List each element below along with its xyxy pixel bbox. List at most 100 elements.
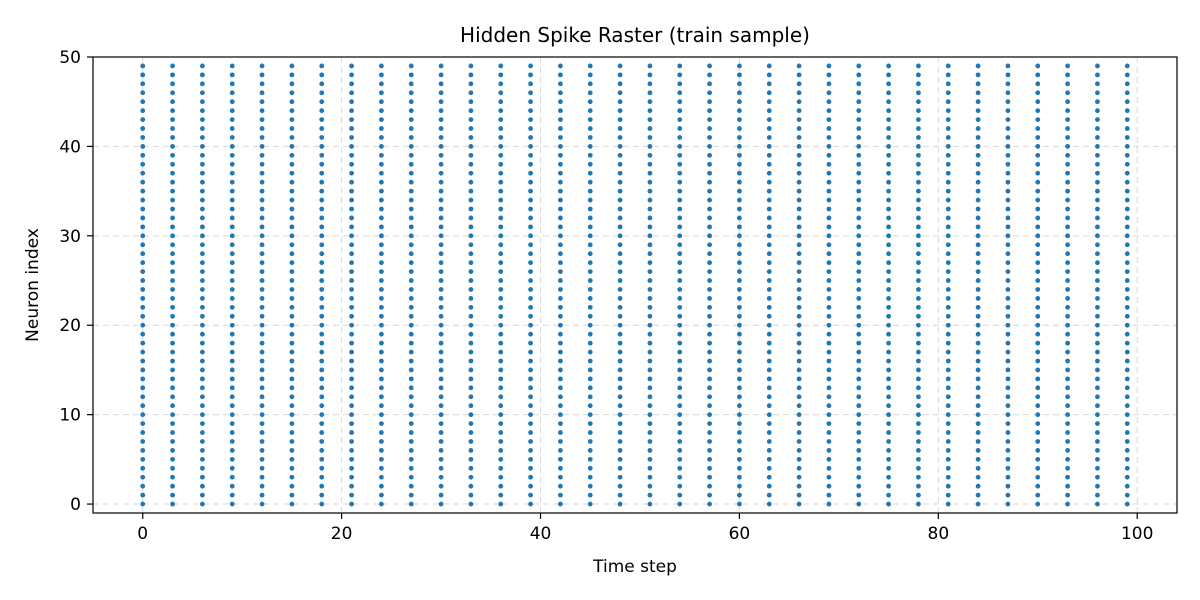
spike-point <box>379 170 384 176</box>
spike-point <box>140 331 146 337</box>
spike-point <box>1124 260 1130 266</box>
spike-point <box>916 448 921 453</box>
spike-point <box>528 474 533 480</box>
spike-point <box>319 501 325 507</box>
spike-point <box>737 376 742 382</box>
spike-point <box>229 81 235 87</box>
spike-point <box>647 233 653 239</box>
spike-point <box>796 430 802 435</box>
spike-point <box>468 135 474 140</box>
spike-point <box>498 179 504 185</box>
spike-point <box>199 412 205 418</box>
spike-point <box>796 197 802 203</box>
spike-point <box>1124 483 1130 489</box>
spike-point <box>587 278 593 283</box>
spike-point <box>498 394 504 400</box>
spike-point <box>826 456 832 462</box>
spike-point <box>259 313 265 319</box>
spike-point <box>498 322 504 328</box>
spike-point <box>826 99 832 105</box>
x-tick-label: 20 <box>331 524 353 544</box>
spike-point <box>558 322 563 328</box>
spike-point <box>170 161 175 167</box>
spike-point <box>199 161 205 167</box>
spike-point <box>408 439 414 444</box>
spike-point <box>886 161 891 167</box>
spike-point <box>647 188 653 194</box>
spike-point <box>140 117 146 122</box>
spike-point <box>349 269 354 274</box>
grid-lines <box>93 56 1177 513</box>
spike-point <box>1005 331 1011 337</box>
spike-point <box>1005 403 1011 409</box>
spike-point <box>856 296 862 301</box>
spike-point <box>379 251 384 257</box>
spike-point <box>438 161 444 167</box>
spike-point <box>1005 206 1011 212</box>
spike-point <box>1005 358 1011 364</box>
spike-point <box>1035 152 1041 158</box>
spike-point <box>826 340 832 346</box>
spike-point <box>1095 63 1100 69</box>
spike-point <box>916 296 921 301</box>
spike-point <box>1005 242 1011 248</box>
spike-point <box>1005 474 1011 480</box>
spike-point <box>856 278 862 283</box>
spike-point <box>856 81 862 87</box>
spike-point <box>140 126 146 131</box>
spike-point <box>438 430 444 435</box>
spike-point <box>1005 188 1011 194</box>
spike-point <box>916 72 921 78</box>
spike-point <box>170 215 175 221</box>
spike-point <box>438 349 444 355</box>
spike-point <box>498 233 504 239</box>
spike-point <box>528 322 533 328</box>
spike-point <box>199 483 205 489</box>
spike-point <box>408 421 414 426</box>
spike-point <box>259 340 265 346</box>
spike-point <box>617 99 623 105</box>
spike-point <box>945 376 951 382</box>
spike-point <box>229 206 235 212</box>
spike-point <box>408 99 414 105</box>
spike-point <box>319 358 325 364</box>
spike-point <box>140 251 146 257</box>
spike-point <box>617 403 623 409</box>
spike-point <box>886 501 891 507</box>
spike-point <box>1005 233 1011 239</box>
spike-point <box>945 206 951 212</box>
spike-point <box>349 430 354 435</box>
spike-point <box>289 215 295 221</box>
spike-point <box>319 269 325 274</box>
spike-point <box>1065 331 1071 337</box>
spike-point <box>170 269 175 274</box>
spike-point <box>826 117 832 122</box>
spike-point <box>707 117 712 122</box>
spike-point <box>587 403 593 409</box>
spike-point <box>498 206 504 212</box>
spike-point <box>617 465 623 471</box>
spike-point <box>140 313 146 319</box>
spike-point <box>677 99 683 105</box>
spike-point <box>886 215 891 221</box>
spike-point <box>229 296 235 301</box>
spike-point <box>1005 367 1011 373</box>
spike-point <box>170 99 175 105</box>
spike-point <box>140 135 146 140</box>
spike-point <box>438 358 444 364</box>
spike-point <box>170 394 175 400</box>
spike-point <box>408 81 414 87</box>
spike-point <box>498 385 504 391</box>
spike-point <box>737 81 742 87</box>
spike-point <box>170 135 175 140</box>
spike-point <box>170 483 175 489</box>
spike-point <box>438 215 444 221</box>
spike-point <box>766 135 772 140</box>
spike-point <box>1124 439 1130 444</box>
spike-point <box>587 430 593 435</box>
spike-point <box>737 456 742 462</box>
spike-point <box>886 349 891 355</box>
spike-point <box>229 501 235 507</box>
spike-point <box>408 117 414 122</box>
spike-point <box>1005 448 1011 453</box>
